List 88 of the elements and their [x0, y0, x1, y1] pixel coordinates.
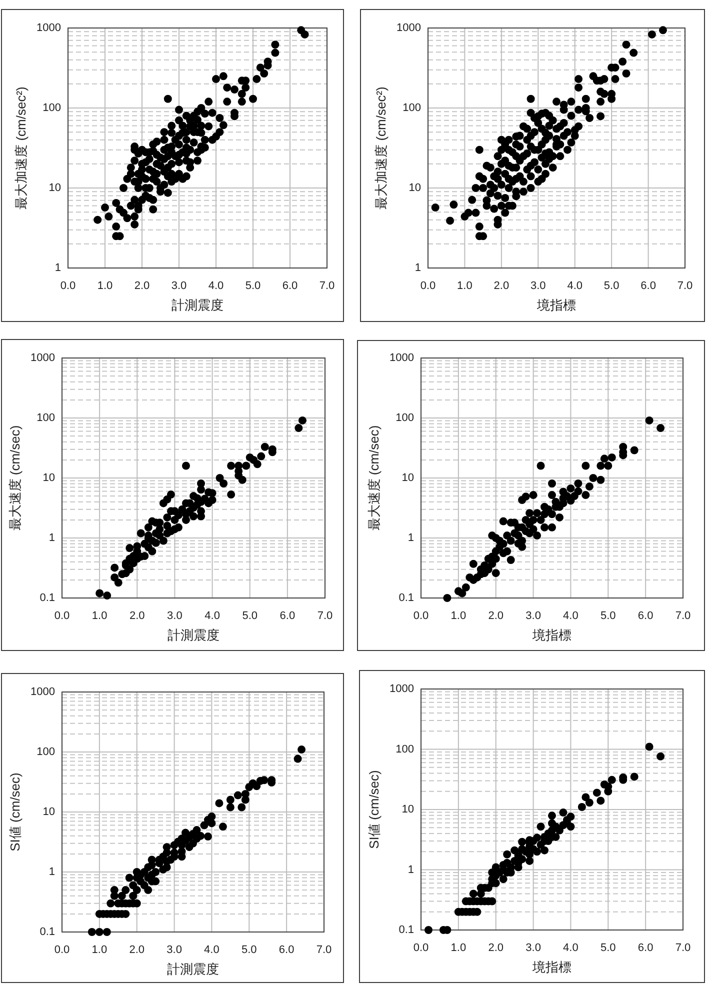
x-tick-label: 2.0 — [488, 610, 504, 622]
x-tick-label: 7.0 — [317, 610, 333, 622]
x-tick-label: 6.0 — [640, 280, 656, 292]
x-tick-label: 7.0 — [316, 944, 332, 956]
y-tick-label: 100 — [36, 746, 55, 758]
y-tick-label: 100 — [42, 102, 61, 114]
y-axis-title: 最大速度 (cm/sec) — [8, 425, 22, 531]
x-tick-label: 0.0 — [420, 280, 436, 292]
y-tick-label: 100 — [36, 412, 55, 424]
x-tick-label: 6.0 — [282, 280, 298, 292]
x-tick-label: 4.0 — [204, 610, 220, 622]
x-tick-label: 0.0 — [54, 944, 70, 956]
x-tick-label: 2.0 — [134, 280, 150, 292]
x-tick-label: 4.0 — [563, 942, 578, 954]
x-tick-label: 0.0 — [54, 610, 70, 622]
y-axis-title: 最大加速度 (cm/sec²) — [14, 86, 28, 210]
x-tick-label: 3.0 — [166, 944, 182, 956]
x-tick-label: 5.0 — [604, 280, 620, 292]
y-tick-label: 10 — [42, 472, 55, 484]
y-axis-title: 最大速度 (cm/sec) — [366, 425, 382, 531]
x-tick-label: 4.0 — [567, 280, 583, 292]
x-tick-label: 2.0 — [129, 610, 145, 622]
x-tick-label: 7.0 — [677, 280, 693, 292]
y-tick-label: 10 — [402, 804, 414, 816]
y-axis-title: SI値 (cm/sec) — [8, 772, 22, 852]
y-tick-label: 100 — [396, 412, 414, 424]
y-tick-label: 10 — [42, 806, 55, 818]
y-tick-label: 1000 — [390, 352, 414, 364]
x-tick-label: 0.0 — [413, 610, 429, 622]
x-tick-label: 6.0 — [638, 942, 654, 954]
x-tick-label: 7.0 — [675, 610, 691, 622]
x-tick-label: 1.0 — [97, 280, 113, 292]
x-tick-label: 1.0 — [92, 610, 108, 622]
y-tick-label: 0.1 — [398, 592, 414, 604]
y-tick-label: 1 — [54, 262, 61, 274]
x-tick-label: 3.0 — [171, 280, 187, 292]
y-tick-label: 100 — [396, 743, 414, 756]
x-tick-label: 1.0 — [92, 944, 108, 956]
x-tick-label: 1.0 — [450, 610, 466, 622]
y-tick-label: 1000 — [36, 22, 61, 34]
x-axis-title: 計測震度 — [172, 298, 224, 312]
x-tick-label: 1.0 — [450, 942, 466, 954]
x-axis-title: 境指標 — [532, 960, 572, 974]
x-tick-label: 0.0 — [60, 280, 76, 292]
y-tick-label: 1 — [408, 864, 414, 876]
y-tick-label: 10 — [402, 472, 414, 484]
y-tick-label: 1 — [414, 262, 421, 274]
x-tick-label: 0.0 — [413, 942, 429, 954]
x-tick-label: 7.0 — [319, 280, 335, 292]
x-axis-title: 境指標 — [532, 628, 572, 642]
x-tick-label: 6.0 — [638, 610, 654, 622]
x-tick-label: 3.0 — [167, 610, 182, 622]
x-tick-label: 2.0 — [488, 942, 504, 954]
x-tick-label: 2.0 — [129, 944, 145, 956]
y-tick-label: 100 — [402, 102, 421, 114]
x-axis-title: 境指標 — [536, 298, 576, 312]
x-tick-label: 6.0 — [278, 944, 294, 956]
x-tick-label: 5.0 — [600, 942, 616, 954]
y-axis-title: 最大加速度 (cm/sec²) — [374, 86, 388, 210]
x-tick-label: 4.0 — [563, 610, 578, 622]
x-tick-label: 7.0 — [675, 942, 691, 954]
y-tick-label: 0.1 — [40, 926, 55, 938]
x-tick-label: 4.0 — [204, 944, 220, 956]
y-tick-label: 1000 — [390, 683, 414, 695]
x-axis-title: 計測震度 — [167, 962, 219, 976]
y-tick-label: 1 — [48, 532, 55, 544]
y-tick-label: 1000 — [396, 22, 421, 34]
y-tick-label: 1 — [408, 532, 414, 544]
x-tick-label: 1.0 — [457, 280, 472, 292]
x-tick-label: 3.0 — [526, 610, 541, 622]
y-tick-label: 1 — [48, 866, 55, 878]
y-tick-label: 0.1 — [398, 924, 414, 936]
y-tick-label: 1000 — [30, 352, 55, 364]
y-tick-label: 0.1 — [40, 592, 55, 604]
y-tick-label: 10 — [408, 182, 421, 194]
x-tick-label: 5.0 — [600, 610, 616, 622]
x-tick-label: 5.0 — [242, 610, 258, 622]
x-tick-label: 3.0 — [526, 942, 541, 954]
x-tick-label: 5.0 — [241, 944, 257, 956]
y-tick-label: 10 — [48, 182, 61, 194]
x-tick-label: 2.0 — [494, 280, 510, 292]
x-tick-label: 4.0 — [208, 280, 224, 292]
x-tick-label: 6.0 — [280, 610, 296, 622]
y-tick-label: 1000 — [30, 686, 55, 698]
x-axis-title: 計測震度 — [168, 628, 220, 642]
x-tick-label: 5.0 — [245, 280, 261, 292]
y-axis-title: SI値 (cm/sec) — [366, 770, 382, 849]
x-tick-label: 3.0 — [530, 280, 546, 292]
